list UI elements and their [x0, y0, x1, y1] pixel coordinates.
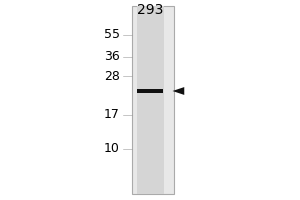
- Bar: [137, 89, 163, 93]
- Text: 10: 10: [104, 142, 120, 156]
- Bar: [132, 6, 174, 194]
- Text: 28: 28: [104, 70, 120, 82]
- Bar: [136, 6, 164, 194]
- Text: 293: 293: [137, 3, 163, 17]
- Text: 36: 36: [104, 50, 120, 64]
- Text: 17: 17: [104, 108, 120, 121]
- Polygon shape: [172, 87, 184, 95]
- Text: 55: 55: [104, 28, 120, 42]
